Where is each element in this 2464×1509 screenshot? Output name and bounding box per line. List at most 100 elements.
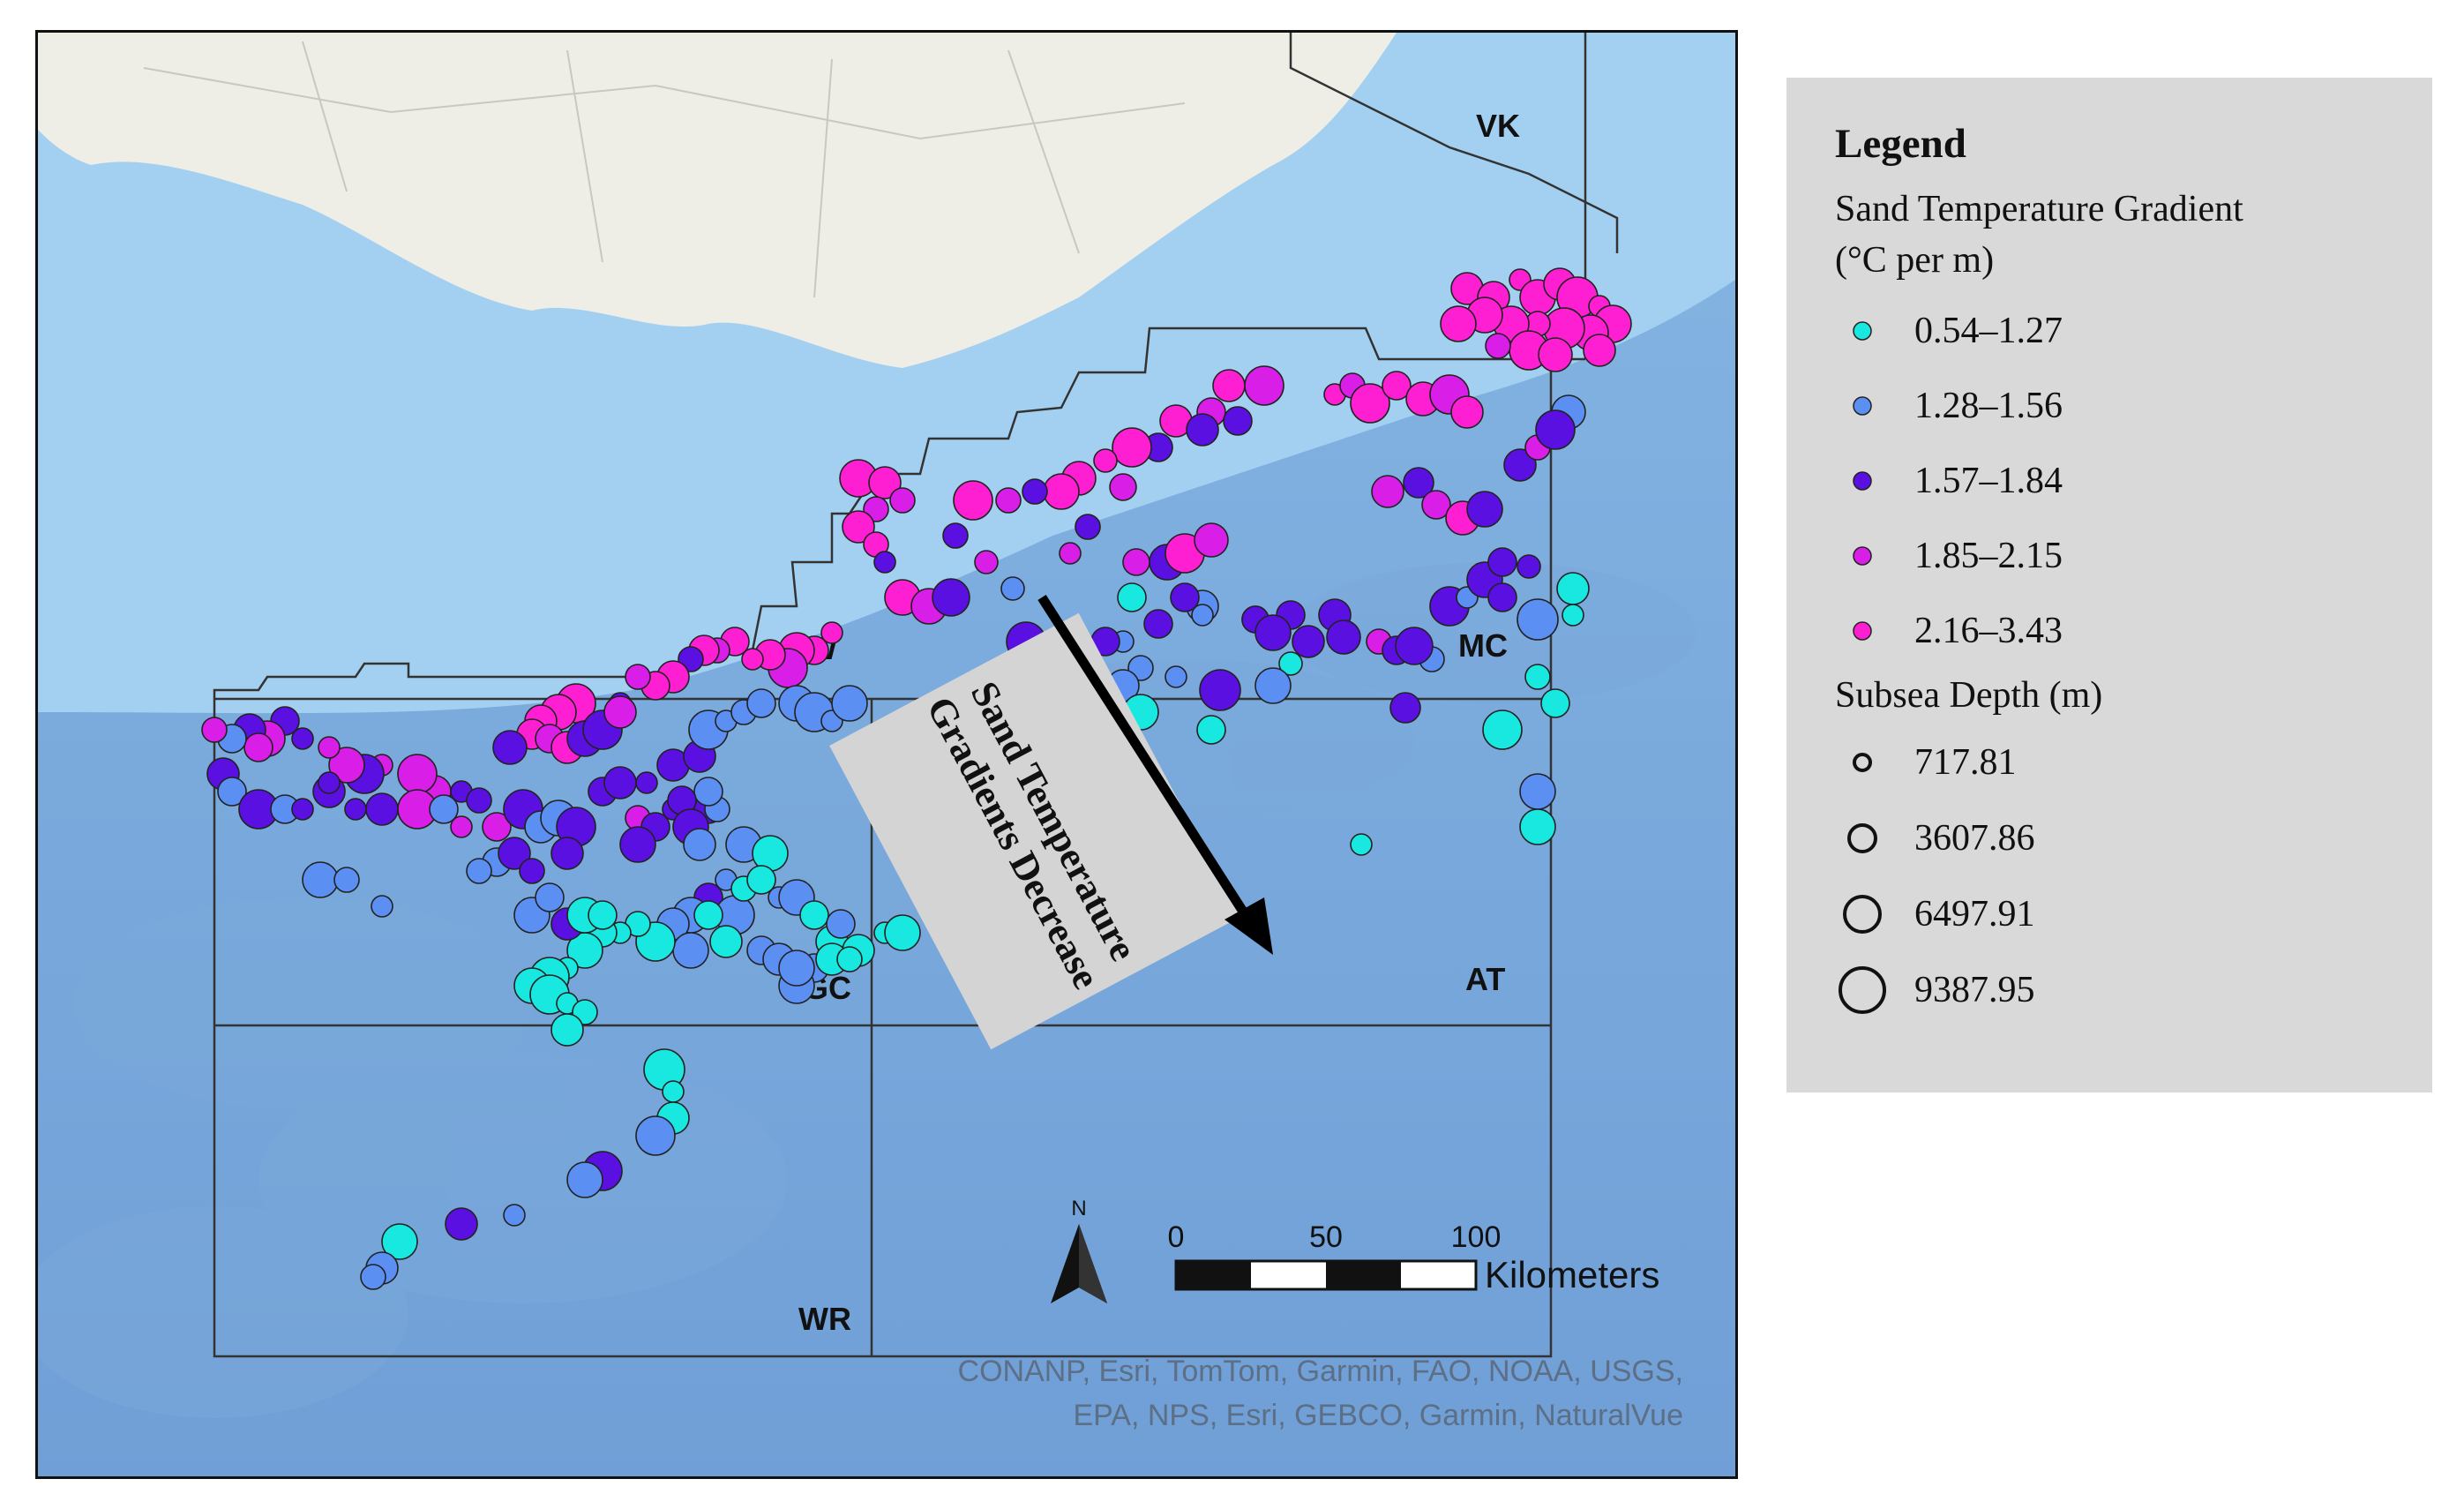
well-point xyxy=(1186,413,1219,447)
well-point xyxy=(831,685,868,722)
gradient-swatch-icon xyxy=(1835,393,1890,419)
well-point xyxy=(1109,473,1137,501)
well-point xyxy=(217,777,247,807)
well-point xyxy=(1022,478,1048,505)
well-point xyxy=(1482,709,1523,750)
well-point xyxy=(619,826,656,863)
well-point xyxy=(1194,522,1229,558)
gradient-class-item: 1.28–1.56 xyxy=(1835,368,2384,443)
well-point xyxy=(693,900,723,930)
well-point xyxy=(1519,808,1556,845)
region-label-wr: WR xyxy=(798,1301,851,1337)
well-point xyxy=(842,510,875,544)
gradient-title-line1: Sand Temperature Gradient xyxy=(1835,189,2243,229)
well-point xyxy=(820,621,843,644)
depth-size-icon xyxy=(1835,888,1890,941)
well-point xyxy=(1254,614,1292,651)
well-point xyxy=(1450,395,1484,429)
well-point xyxy=(1350,383,1390,424)
gradient-class-item: 2.16–3.43 xyxy=(1835,593,2384,668)
well-point xyxy=(662,1080,685,1103)
well-point xyxy=(1059,542,1082,565)
map-frame: VK EW MC GC AT WR Sand Temperature Gradi… xyxy=(35,30,1738,1479)
depth-size-icon xyxy=(1835,812,1890,865)
gradient-swatch-icon xyxy=(1835,543,1890,569)
depth-size-icon xyxy=(1835,736,1890,789)
depth-title: Subsea Depth (m) xyxy=(1835,675,2103,716)
well-point xyxy=(397,754,438,794)
depth-class-list: 717.81 3607.86 6497.91 9387.95 xyxy=(1835,724,2384,1028)
well-point xyxy=(429,794,459,824)
well-point xyxy=(550,837,584,870)
well-point xyxy=(1191,604,1214,627)
well-point xyxy=(492,730,528,765)
well-point xyxy=(535,882,565,912)
well-point xyxy=(1524,664,1551,690)
well-point xyxy=(1196,715,1226,745)
region-label-mc: MC xyxy=(1458,627,1508,664)
well-point xyxy=(1540,688,1570,718)
map-canvas: VK EW MC GC AT WR Sand Temperature Gradi… xyxy=(38,33,1735,1476)
depth-class-label: 717.81 xyxy=(1914,742,2017,783)
well-point xyxy=(635,1115,676,1156)
well-point xyxy=(799,900,829,930)
well-point xyxy=(746,688,776,718)
well-point xyxy=(1440,305,1477,342)
well-point xyxy=(1562,604,1584,627)
well-point xyxy=(625,664,651,690)
well-point xyxy=(1485,333,1511,359)
gradient-class-label: 1.28–1.56 xyxy=(1914,385,2063,426)
gradient-title-line2: (°C per m) xyxy=(1835,240,1995,281)
well-point xyxy=(1487,547,1517,577)
well-point xyxy=(603,695,637,729)
well-point xyxy=(868,466,902,499)
well-point xyxy=(635,771,658,794)
north-label: N xyxy=(1071,1197,1086,1220)
well-point xyxy=(1583,334,1616,367)
well-point xyxy=(381,1223,418,1260)
well-point xyxy=(1503,448,1537,482)
well-point xyxy=(1421,490,1451,520)
gradient-class-label: 1.85–2.15 xyxy=(1914,535,2063,576)
gradient-class-label: 2.16–3.43 xyxy=(1914,610,2063,651)
scale-unit: Kilometers xyxy=(1485,1254,1659,1295)
well-point xyxy=(291,727,314,750)
well-point xyxy=(942,522,969,549)
well-point xyxy=(1170,582,1200,612)
legend-panel: Legend Sand Temperature Gradient (°C per… xyxy=(1786,78,2432,1092)
well-point xyxy=(588,900,618,930)
well-point xyxy=(1254,667,1292,704)
well-point xyxy=(1517,554,1541,579)
gradient-class-label: 0.54–1.27 xyxy=(1914,310,2063,351)
well-point xyxy=(1556,572,1590,605)
well-point xyxy=(498,837,531,870)
well-point xyxy=(1350,833,1373,856)
well-point xyxy=(1043,473,1080,510)
well-point xyxy=(1143,609,1173,639)
depth-class-label: 9387.95 xyxy=(1914,970,2035,1010)
well-point xyxy=(1395,627,1434,665)
well-point xyxy=(1278,651,1303,676)
well-point xyxy=(1199,669,1241,711)
region-label-at: AT xyxy=(1465,961,1505,997)
north-arrow-icon: N xyxy=(1051,1197,1107,1303)
legend-title: Legend xyxy=(1835,121,1966,167)
well-point xyxy=(683,828,716,861)
gradient-class-item: 1.57–1.84 xyxy=(1835,443,2384,518)
well-point xyxy=(318,771,341,794)
well-point xyxy=(889,487,916,514)
well-point xyxy=(884,914,921,951)
well-point xyxy=(365,792,399,826)
well-point xyxy=(450,815,473,838)
well-point xyxy=(201,717,228,743)
well-point xyxy=(371,895,393,918)
depth-class-item: 9387.95 xyxy=(1835,952,2384,1028)
well-point xyxy=(778,950,815,987)
well-point xyxy=(995,487,1022,514)
well-point xyxy=(466,787,492,814)
well-point xyxy=(503,1204,526,1227)
scale-bar: 0 50 100 Kilometers xyxy=(1168,1220,1660,1295)
depth-class-item: 3607.86 xyxy=(1835,800,2384,876)
well-point xyxy=(243,732,273,762)
well-point xyxy=(709,925,743,958)
